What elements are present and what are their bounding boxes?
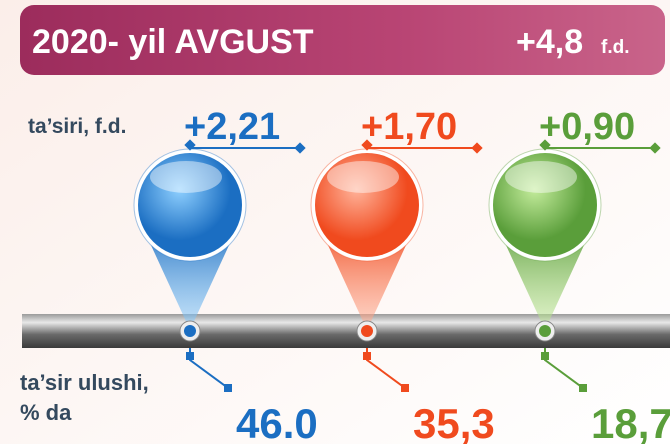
pipe-dot-core (361, 325, 373, 337)
leader-line (190, 148, 300, 149)
share-value: 46.0 (236, 400, 318, 444)
impact-label: ta’siri, f.d. (28, 115, 126, 138)
header-title: 2020- yil AVGUST (32, 23, 314, 61)
pipe-dot-core (539, 325, 551, 337)
sphere-highlight (505, 161, 577, 193)
leader-square (186, 352, 194, 360)
share-label: % da (20, 400, 72, 425)
pipe (22, 314, 670, 348)
leader-square (579, 384, 587, 392)
leader-square (541, 352, 549, 360)
leader-square (363, 352, 371, 360)
infographic: 2020- yil AVGUST +4,8 f.d. ta’siri, f.d.… (0, 0, 670, 444)
sphere-highlight (150, 161, 222, 193)
header-unit: f.d. (601, 37, 630, 58)
impact-value: +1,70 (361, 106, 457, 148)
leader-line (367, 148, 477, 149)
share-label: ta’sir ulushi, (20, 370, 149, 395)
sphere-highlight (327, 161, 399, 193)
impact-value: +2,21 (184, 106, 280, 148)
share-value: 18,7 (591, 400, 670, 444)
leader-line (545, 148, 655, 149)
leader-square (224, 384, 232, 392)
impact-value: +0,90 (539, 106, 635, 148)
leader-square (401, 384, 409, 392)
share-value: 35,3 (413, 400, 495, 444)
pipe-dot-core (184, 325, 196, 337)
header-total: +4,8 (516, 23, 583, 61)
